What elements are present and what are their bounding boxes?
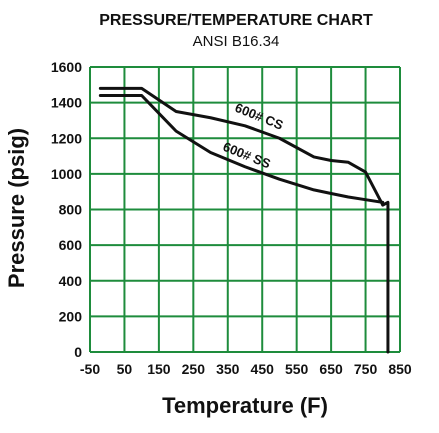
y-tick-label-6: 1200	[51, 130, 82, 146]
y-tick-label-4: 800	[59, 202, 83, 218]
y-tick-label-8: 1600	[51, 59, 82, 75]
x-tick-label-8: 750	[354, 361, 378, 377]
chart-subtitle: ANSI B16.34	[193, 33, 280, 50]
x-tick-label-5: 450	[251, 361, 275, 377]
x-tick-label-6: 550	[285, 361, 309, 377]
series-line-0	[98, 86, 385, 207]
x-tick-label-4: 350	[216, 361, 240, 377]
x-tick-label-7: 650	[319, 361, 343, 377]
y-tick-label-7: 1400	[51, 95, 82, 111]
x-tick-label-9: 850	[388, 361, 412, 377]
series-label-cs: 600# CS	[233, 100, 286, 133]
y-axis-label: Pressure (psig)	[4, 128, 29, 288]
y-tick-label-1: 200	[59, 308, 83, 324]
y-tick-label-0: 0	[74, 344, 82, 360]
y-tick-label-5: 1000	[51, 166, 82, 182]
grid	[89, 66, 401, 353]
chart-title: PRESSURE/TEMPERATURE CHART	[99, 12, 373, 29]
x-tick-label-1: 50	[117, 361, 133, 377]
tick-labels: -50 50 150 250 350 450 550 650 750 850 0 200 400 600 8…	[51, 59, 412, 377]
y-tick-label-3: 600	[59, 237, 83, 253]
series-line-1	[98, 94, 385, 204]
x-axis-label: Temperature (F)	[162, 393, 328, 418]
x-tick-label-3: 250	[182, 361, 206, 377]
x-tick-label-0: -50	[80, 361, 100, 377]
y-tick-label-2: 400	[59, 273, 83, 289]
x-tick-label-2: 150	[147, 361, 171, 377]
data-series	[98, 86, 390, 354]
drop-line	[381, 200, 390, 354]
